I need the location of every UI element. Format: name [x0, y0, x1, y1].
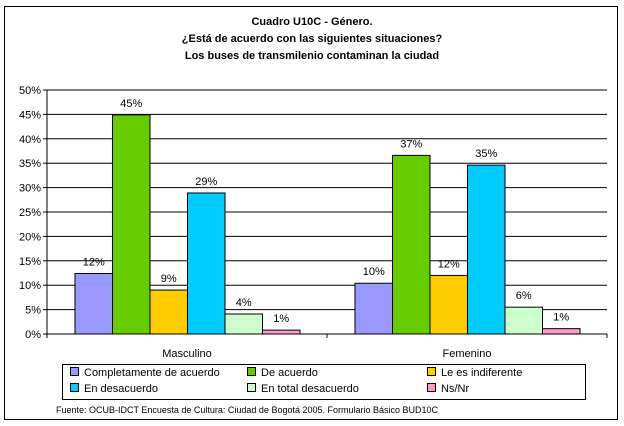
- data-label: 6%: [516, 290, 532, 302]
- bar-le-es-indiferente: [149, 289, 188, 335]
- legend-swatch: [247, 383, 256, 392]
- legend-item: De acuerdo: [247, 367, 318, 379]
- legend-item: En total desacuerdo: [247, 383, 359, 395]
- y-tick-label: 5%: [25, 305, 41, 317]
- data-label: 37%: [400, 138, 422, 150]
- legend-label: De acuerdo: [261, 367, 318, 379]
- legend-label: Ns/Nr: [441, 383, 470, 395]
- category-label: Femenino: [443, 348, 492, 360]
- bar-en-total-desacuerdo: [504, 306, 543, 335]
- legend-swatch: [247, 367, 256, 376]
- y-tick-label: 40%: [19, 134, 41, 146]
- source-note: Fuente: OCUB-IDCT Encuesta de Cultura: C…: [56, 405, 439, 415]
- legend-item: Le es indiferente: [427, 367, 522, 379]
- data-label: 12%: [83, 256, 105, 268]
- bar-en-desacuerdo: [187, 192, 226, 335]
- legend-item: En desacuerdo: [70, 383, 158, 395]
- legend-item: Completamente de acuerdo: [70, 367, 220, 379]
- chart-title-line-3: Los buses de transmilenio contaminan la …: [184, 50, 440, 62]
- data-label: 29%: [195, 176, 217, 188]
- data-label: 4%: [236, 297, 252, 309]
- legend-swatch: [427, 383, 436, 392]
- legend-label: En desacuerdo: [84, 383, 158, 395]
- legend-label: Completamente de acuerdo: [84, 367, 220, 379]
- bar-completamente-de-acuerdo: [74, 272, 113, 335]
- legend: Completamente de acuerdo De acuerdo Le es …: [62, 364, 586, 400]
- data-label: 35%: [475, 148, 497, 160]
- data-label: 1%: [273, 313, 289, 325]
- legend-swatch: [70, 383, 79, 392]
- bar-en-desacuerdo: [467, 164, 506, 335]
- data-label: 9%: [161, 273, 177, 285]
- bar-de-acuerdo: [112, 114, 151, 335]
- data-label: 10%: [363, 266, 385, 278]
- data-label: 12%: [438, 258, 460, 270]
- chart-title-line-1: Cuadro U10C - Género.: [251, 16, 373, 28]
- data-label: 45%: [120, 98, 142, 110]
- bar-completamente-de-acuerdo: [354, 282, 393, 335]
- legend-swatch: [427, 367, 436, 376]
- y-tick-label: 10%: [19, 280, 41, 292]
- legend-swatch: [70, 367, 79, 376]
- y-tick-label: 0%: [25, 329, 41, 341]
- data-label: 1%: [553, 312, 569, 324]
- bar-le-es-indiferente: [429, 274, 468, 335]
- legend-label: Le es indiferente: [441, 367, 523, 379]
- legend-item: Ns/Nr: [427, 383, 469, 395]
- chart-title-line-2: ¿Está de acuerdo con las siguientes situ…: [181, 33, 443, 45]
- y-tick-label: 45%: [19, 109, 41, 121]
- bar-ns-nr: [262, 329, 301, 335]
- bar-ns-nr: [542, 328, 581, 335]
- bar-en-total-desacuerdo: [224, 313, 263, 335]
- y-tick-label: 20%: [19, 231, 41, 243]
- bar-de-acuerdo: [392, 154, 431, 335]
- y-tick-label: 35%: [19, 158, 41, 170]
- y-tick-label: 15%: [19, 256, 41, 268]
- y-tick-label: 50%: [19, 85, 41, 97]
- y-tick-label: 30%: [19, 183, 41, 195]
- category-label: Masculino: [162, 348, 212, 360]
- y-tick-label: 25%: [19, 207, 41, 219]
- legend-label: En total desacuerdo: [261, 383, 359, 395]
